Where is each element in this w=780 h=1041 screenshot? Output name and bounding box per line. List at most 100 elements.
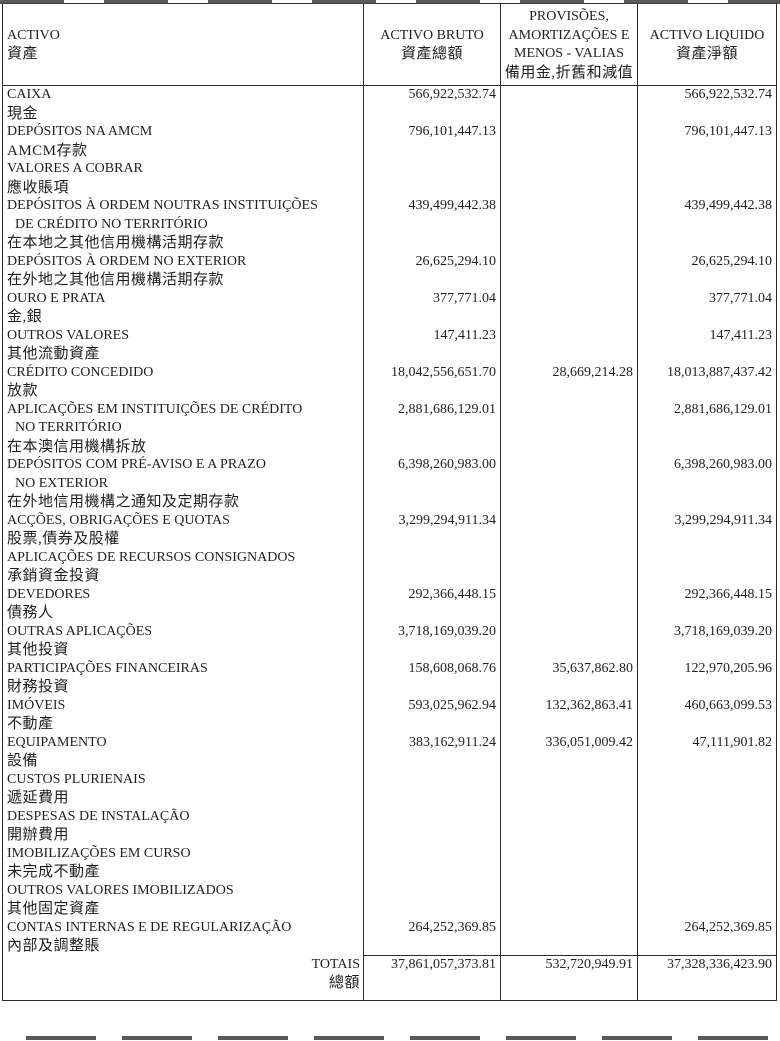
item-label-cn: 其他流動資產: [7, 346, 101, 362]
value-cell: 264,252,369.85: [637, 918, 777, 956]
value-cell: [500, 881, 638, 919]
total-value-cell: 37,861,057,373.81: [363, 955, 501, 1001]
value-cell: [363, 160, 501, 197]
item-label-pt: ACÇÕES, OBRIGAÇÕES E QUOTAS: [7, 512, 230, 528]
value-cell: 439,499,442.38: [637, 197, 777, 253]
table-row: OUTROS VALORES 其他流動資產 147,411.23 147,411.…: [3, 326, 777, 364]
item-label-pt: CAIXA: [7, 87, 52, 102]
table-footer: TOTAIS 總額 37,861,057,373.81 532,720,949.…: [3, 955, 777, 1001]
table-row: IMÓVEIS 不動產 593,025,962.94 132,362,863.41…: [3, 696, 777, 734]
table-row: CUSTOS PLURIENAIS 遞延費用: [3, 770, 777, 808]
value-cell: 796,101,447.13: [637, 123, 777, 160]
totals-row: TOTAIS 總額 37,861,057,373.81 532,720,949.…: [3, 955, 777, 1001]
value-cell: 593,025,962.94: [363, 696, 501, 734]
value-cell: 18,042,556,651.70: [363, 363, 501, 401]
value-cell: [637, 807, 777, 845]
header-activo-bruto: ACTIVO BRUTO 資產總額: [363, 3, 501, 86]
value-cell: [500, 400, 638, 456]
value-cell: 383,162,911.24: [363, 733, 501, 771]
item-label-cn: 金,銀: [7, 309, 43, 325]
table-row: DESPESAS DE INSTALAÇÃO 開辦費用: [3, 807, 777, 845]
item-name-cell: EQUIPAMENTO 設備: [3, 734, 364, 771]
value-cell: [500, 456, 638, 512]
value-cell: [500, 289, 638, 327]
item-label-cn: 在外地信用機構之通知及定期存款: [7, 494, 240, 510]
value-cell: 377,771.04: [637, 289, 777, 327]
item-name-cell: CUSTOS PLURIENAIS 遞延費用: [3, 771, 364, 808]
item-name-cell: DEPÓSITOS À ORDEM NOUTRAS INSTITUIÇÕES DE…: [3, 197, 364, 253]
value-cell: 292,366,448.15: [363, 585, 501, 623]
value-cell: [500, 918, 638, 956]
value-cell: 796,101,447.13: [363, 123, 501, 160]
header-provisoes-cn: 備用金,折舊和減值: [504, 64, 634, 81]
item-name-cell: IMOBILIZAÇÕES EM CURSO 未完成不動產: [3, 845, 364, 882]
item-label-cn: AMCM存款: [7, 142, 88, 159]
table-row: APLICAÇÕES EM INSTITUIÇÕES DE CRÉDITO NO …: [3, 400, 777, 456]
table-row: IMOBILIZAÇÕES EM CURSO 未完成不動產: [3, 844, 777, 882]
item-label-pt: DEPÓSITOS COM PRÉ-AVISO E A PRAZO: [7, 457, 266, 472]
item-label-cn: 財務投資: [7, 679, 70, 695]
balance-sheet-table: ACTIVO 資產 ACTIVO BRUTO 資產總額 PROVISÕES, A…: [2, 3, 777, 1001]
item-label-pt: CUSTOS PLURIENAIS: [7, 771, 146, 787]
item-name-cell: VALORES A COBRAR 應收賬項: [3, 160, 364, 197]
table-header: ACTIVO 資產 ACTIVO BRUTO 資產總額 PROVISÕES, A…: [2, 3, 777, 86]
value-cell: 336,051,009.42: [500, 733, 638, 771]
item-label-cn: 其他固定資產: [7, 901, 101, 917]
value-cell: [363, 844, 501, 882]
item-label-pt: DEVEDORES: [7, 586, 91, 602]
table-body: CAIXA 現金 566,922,532.74 566,922,532.74 DE…: [3, 85, 777, 956]
value-cell: 460,663,099.53: [637, 696, 777, 734]
scan-edge-artifact-bottom: [0, 1036, 780, 1040]
table-row: OUTRAS APLICAÇÕES 其他投資 3,718,169,039.20 3…: [3, 622, 777, 660]
item-label-pt: DEPÓSITOS À ORDEM NOUTRAS INSTITUIÇÕES: [7, 198, 318, 213]
item-name-cell: PARTICIPAÇÕES FINANCEIRAS 財務投資: [3, 660, 364, 697]
header-activo-pt: ACTIVO: [7, 27, 60, 43]
value-cell: 132,362,863.41: [500, 696, 638, 734]
table-row: DEPÓSITOS À ORDEM NOUTRAS INSTITUIÇÕES DE…: [3, 197, 777, 253]
value-cell: 35,637,862.80: [500, 659, 638, 697]
item-label-pt: NO TERRITÓRIO: [15, 420, 122, 435]
item-label-pt: APLICAÇÕES DE RECURSOS CONSIGNADOS: [7, 549, 296, 565]
value-cell: [500, 252, 638, 290]
item-name-cell: DEPÓSITOS COM PRÉ-AVISO E A PRAZO NO EXTE…: [3, 456, 364, 512]
value-cell: 3,718,169,039.20: [637, 622, 777, 660]
total-value-cell: 37,328,336,423.90: [637, 955, 777, 1001]
totals-label-pt: TOTAIS: [311, 956, 360, 972]
value-cell: 2,881,686,129.01: [637, 400, 777, 456]
value-cell: 377,771.04: [363, 289, 501, 327]
item-label-pt: OUTROS VALORES IMOBILIZADOS: [7, 882, 234, 898]
item-name-cell: DEPÓSITOS NA AMCM AMCM存款: [3, 123, 364, 160]
value-cell: [500, 511, 638, 549]
value-cell: 3,299,294,911.34: [637, 511, 777, 549]
value-cell: [637, 160, 777, 197]
table-row: DEVEDORES 債務人 292,366,448.15 292,366,448.…: [3, 585, 777, 623]
item-label-cn: 在本地之其他信用機構活期存款: [7, 235, 225, 251]
item-label-cn: 債務人: [7, 605, 54, 621]
header-spacer: [364, 4, 500, 27]
item-label-pt: DEPÓSITOS À ORDEM NO EXTERIOR: [7, 253, 247, 269]
header-activo-bruto-cn: 資產總額: [400, 46, 463, 62]
item-label-pt: NO EXTERIOR: [15, 475, 108, 491]
item-label-cn: 放款: [7, 383, 39, 399]
item-label-cn: 內部及調整賬: [7, 938, 101, 954]
table-row: DEPÓSITOS NA AMCM AMCM存款 796,101,447.13 7…: [3, 123, 777, 160]
header-provisoes-line3: MENOS - VALIAS: [514, 46, 624, 61]
item-label-pt: IMOBILIZAÇÕES EM CURSO: [7, 845, 191, 861]
value-cell: 147,411.23: [363, 326, 501, 364]
item-label-cn: 承銷資金投資: [7, 568, 101, 584]
value-cell: 18,013,887,437.42: [637, 363, 777, 401]
value-cell: [637, 881, 777, 919]
value-cell: 26,625,294.10: [363, 252, 501, 290]
totals-label-cell: TOTAIS 總額: [3, 956, 364, 1001]
item-label-pt: IMÓVEIS: [7, 697, 66, 713]
table-row: CONTAS INTERNAS E DE REGULARIZAÇÃO 內部及調整賬…: [3, 918, 777, 956]
item-name-cell: OUTROS VALORES 其他流動資產: [3, 327, 364, 364]
item-name-cell: DEVEDORES 債務人: [3, 586, 364, 623]
item-name-cell: CRÉDITO CONCEDIDO 放款: [3, 364, 364, 401]
value-cell: [500, 548, 638, 586]
item-label-pt: OUTRAS APLICAÇÕES: [7, 623, 153, 639]
item-name-cell: APLICAÇÕES DE RECURSOS CONSIGNADOS 承銷資金投資: [3, 549, 364, 586]
header-activo-bruto-pt: ACTIVO BRUTO: [380, 27, 484, 43]
item-name-cell: DEPÓSITOS À ORDEM NO EXTERIOR 在外地之其他信用機構活…: [3, 253, 364, 290]
